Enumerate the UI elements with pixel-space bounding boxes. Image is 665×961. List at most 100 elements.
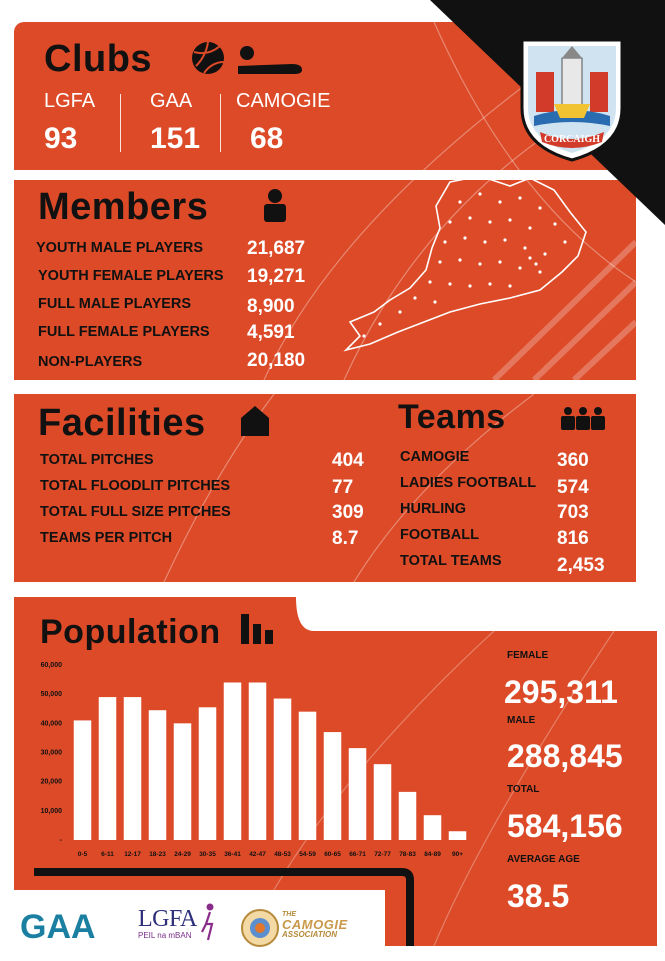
teams-title: Teams [398,398,506,436]
bar-54-59 [298,711,317,840]
members-value-1: 21,687 [247,238,306,259]
bar-18-23 [148,710,167,840]
clubs-panel [14,22,434,170]
teams-label-1: CAMOGIE [400,449,470,465]
bar-30-35 [198,707,217,840]
person-icon [264,189,286,222]
x-tick-label: 12-17 [124,851,141,858]
club-value-camogie: 68 [250,122,284,155]
camogie-line-1: THE [282,911,296,918]
y-tick-label: 50,000 [41,691,63,698]
members-title: Members [38,186,209,228]
camogie-logo-icon [241,909,279,947]
hurley-icon [238,46,302,74]
total-value: 584,156 [507,808,623,844]
svg-text:GAA: GAA [20,908,96,944]
x-tick-label: 48-53 [274,851,291,858]
x-tick-label: 24-29 [174,851,191,858]
members-label-4: FULL FEMALE PLAYERS [38,324,210,340]
teams-label-3: HURLING [400,501,467,517]
y-tick-label: - [60,837,63,844]
bar-90+ [448,831,467,840]
x-tick-label: 90+ [452,851,463,858]
y-tick-label: 60,000 [41,662,63,669]
x-tick-label: 78-83 [399,851,416,858]
lgfa-figure-icon [201,903,214,941]
house-icon [241,406,269,436]
club-value-gaa: 151 [150,122,201,155]
camogie-line-3: ASSOCIATION [282,930,337,939]
facilities-label-3: TOTAL FULL SIZE PITCHES [40,504,231,520]
facilities-label-4: TEAMS PER PITCH [40,530,173,546]
x-tick-label: 60-65 [324,851,341,858]
club-name-gaa: GAA [150,90,193,112]
bar-72-77 [373,764,392,840]
bar-48-53 [273,698,292,840]
y-tick-label: 40,000 [41,720,63,727]
lgfa-logo-text: LGFA [138,906,197,932]
y-tick-label: 30,000 [41,750,63,757]
bar-42-47 [248,682,267,840]
bar-12-17 [123,697,142,840]
bar-84-89 [423,815,442,840]
camogie-logo-text: THE CAMOGIE ASSOCIATION [282,910,348,940]
average-age-label: AVERAGE AGE [507,854,580,865]
x-tick-label: 84-89 [424,851,441,858]
x-tick-label: 18-23 [149,851,166,858]
total-label: TOTAL [507,784,540,795]
facilities-teams-panel [14,394,636,582]
population-chart: - 10,000 20,000 30,000 40,000 50,000 60,000 0-… [41,662,467,858]
members-label-1: YOUTH MALE PLAYERS [36,240,204,256]
y-tick-label: 10,000 [41,808,63,815]
gaa-logo-icon: GAA [20,908,96,944]
x-tick-label: 72-77 [374,851,391,858]
x-tick-label: 6-11 [101,851,114,858]
population-title: Population [40,613,221,651]
members-value-5: 20,180 [247,350,306,371]
members-label-5: NON-PLAYERS [38,354,143,370]
club-value-lgfa: 93 [44,122,78,155]
clubs-divider-1 [120,94,121,152]
female-label: FEMALE [507,650,549,661]
teams-value-3: 703 [557,502,589,523]
cork-crest-icon: CORCAIGH [520,38,624,162]
bar-78-83 [398,791,417,840]
y-tick-label: 20,000 [41,779,63,786]
male-label: MALE [507,715,536,726]
female-value: 295,311 [504,674,618,710]
bar-0-5 [73,720,92,840]
x-tick-label: 42-47 [249,851,266,858]
average-age-value: 38.5 [507,878,570,914]
teams-label-5: TOTAL TEAMS [400,553,502,569]
male-value: 288,845 [507,738,623,774]
bar-66-71 [348,748,367,840]
facilities-value-4: 8.7 [332,528,359,549]
facilities-label-2: TOTAL FLOODLIT PITCHES [40,478,231,494]
facilities-value-2: 77 [332,477,354,498]
bar-36-41 [223,682,242,840]
x-tick-label: 36-41 [224,851,241,858]
members-label-3: FULL MALE PLAYERS [38,296,192,312]
teams-value-1: 360 [557,450,589,471]
x-tick-label: 30-35 [199,851,216,858]
x-tick-label: 66-71 [349,851,366,858]
club-name-lgfa: LGFA [44,90,96,112]
footer-strip [0,890,385,961]
camogie-line-2: CAMOGIE [282,917,348,932]
county-map-icon [343,175,587,352]
facilities-value-3: 309 [332,502,364,523]
bar-60-65 [323,732,342,840]
lgfa-logo: LGFA PEIL na mBAN [138,906,197,940]
members-panel [14,180,636,380]
teams-label-2: LADIES FOOTBALL [400,475,537,491]
teams-label-4: FOOTBALL [400,527,479,543]
crest-text: CORCAIGH [544,134,600,145]
teams-value-2: 574 [557,477,589,498]
facilities-value-1: 404 [332,450,364,471]
clubs-divider-2 [220,94,221,152]
teams-value-4: 816 [557,528,589,549]
clubs-title: Clubs [44,38,153,80]
members-value-3: 8,900 [247,296,295,317]
lgfa-logo-subtext: PEIL na mBAN [138,931,192,940]
teams-value-5: 2,453 [557,555,605,576]
